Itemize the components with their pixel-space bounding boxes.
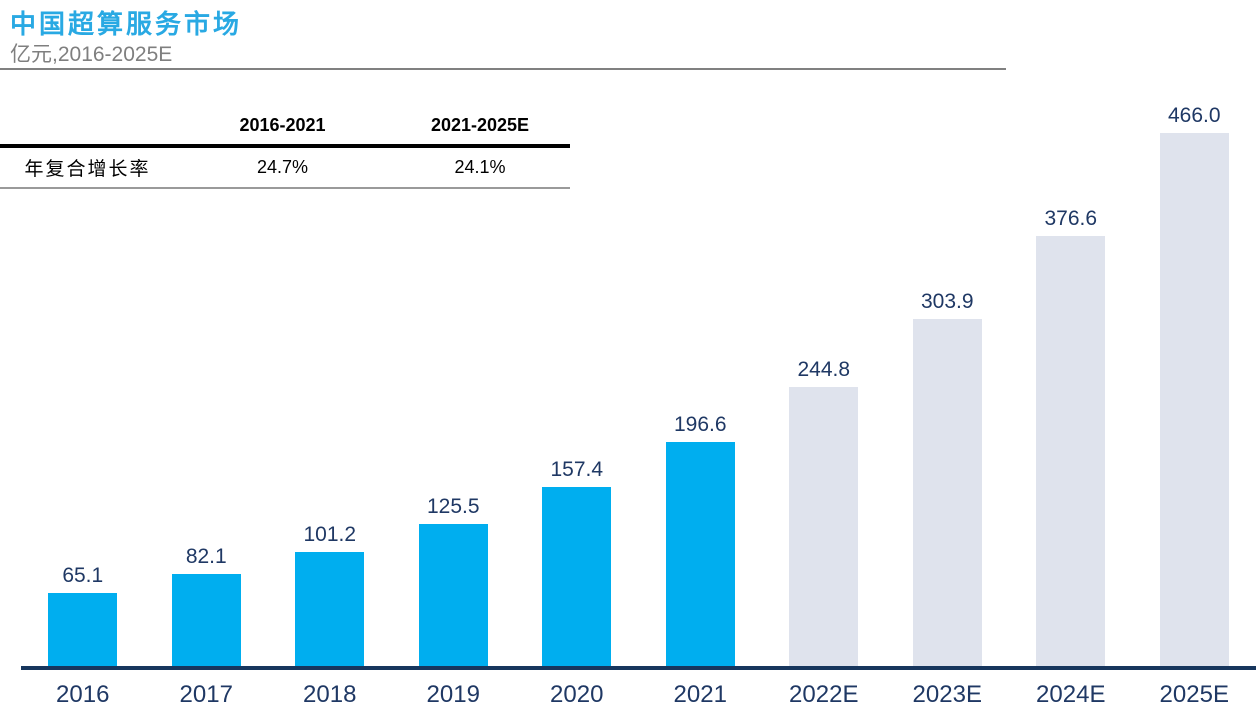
bar-column-2023E: 303.9 [886, 290, 1010, 668]
x-axis-label-2017: 2017 [179, 681, 233, 708]
bar-value-label-2017: 82.1 [185, 545, 227, 568]
bar-column-2017: 82.1 [145, 545, 269, 668]
page-title: 中国超算服务市场 [10, 10, 243, 39]
bar-2024E [1036, 236, 1106, 668]
bar-column-2024E: 376.6 [1009, 207, 1133, 668]
bar-chart: 65.1 82.1 101.2 125.5 157.4 196.6 244.8 303.9 37… [21, 0, 1256, 668]
bar-value-label-2021: 196.6 [673, 413, 727, 436]
x-axis-label-2023E: 2023E [912, 681, 982, 708]
x-axis-line [21, 666, 1256, 670]
bar-2025E [1159, 133, 1229, 668]
bar-column-2019: 125.5 [392, 495, 516, 668]
cagr-value-1: 24.7% [175, 146, 390, 189]
bar-2017 [171, 574, 241, 668]
bar-value-label-2022E: 244.8 [797, 358, 851, 381]
cagr-value-2: 24.1% [390, 146, 570, 189]
bar-2021 [665, 442, 735, 668]
x-axis-label-2020: 2020 [550, 681, 604, 708]
header-divider [0, 68, 1006, 70]
bar-column-2022E: 244.8 [762, 358, 886, 668]
bar-column-2021: 196.6 [639, 413, 763, 668]
x-axis-label-2025E: 2025E [1159, 681, 1229, 708]
bar-2020 [542, 487, 612, 668]
x-axis-label-2018: 2018 [303, 681, 357, 708]
x-axis-label-2024E: 2024E [1036, 681, 1106, 708]
chart-unit-subtitle: 亿元,2016-2025E [10, 43, 173, 66]
bar-2023E [912, 319, 982, 668]
bar-value-label-2016: 65.1 [62, 564, 104, 587]
x-axis-label-2021: 2021 [673, 681, 727, 708]
bar-value-label-2020: 157.4 [550, 458, 604, 481]
cagr-corner-cell [0, 106, 175, 148]
x-axis-label-2019: 2019 [426, 681, 480, 708]
bar-2018 [295, 552, 365, 668]
cagr-row-label: 年复合增长率 [0, 146, 175, 189]
bar-column-2025E: 466.0 [1133, 104, 1256, 668]
bar-column-2020: 157.4 [515, 458, 639, 668]
x-axis-labels: 2016 2017 2018 2019 2020 2021 2022E 2023E 2024E 2… [21, 681, 1256, 709]
bar-2022E [789, 387, 859, 668]
bar-value-label-2023E: 303.9 [920, 290, 974, 313]
bar-value-label-2019: 125.5 [426, 495, 480, 518]
bar-column-2018: 101.2 [268, 523, 392, 668]
bar-value-label-2024E: 376.6 [1044, 207, 1098, 230]
bar-2019 [418, 524, 488, 668]
bar-2016 [48, 593, 118, 668]
cagr-table: 2016-2021 2021-2025E 年复合增长率 24.7% 24.1% [0, 106, 570, 189]
x-axis-label-2022E: 2022E [789, 681, 859, 708]
cagr-header-row: 2016-2021 2021-2025E [0, 106, 570, 148]
cagr-period-1-header: 2016-2021 [175, 106, 390, 148]
cagr-period-2-header: 2021-2025E [390, 106, 570, 148]
bar-value-label-2018: 101.2 [303, 523, 357, 546]
bar-column-2016: 65.1 [21, 564, 145, 668]
x-axis-label-2016: 2016 [56, 681, 110, 708]
bar-value-label-2025E: 466.0 [1167, 104, 1221, 127]
cagr-data-row: 年复合增长率 24.7% 24.1% [0, 146, 570, 189]
